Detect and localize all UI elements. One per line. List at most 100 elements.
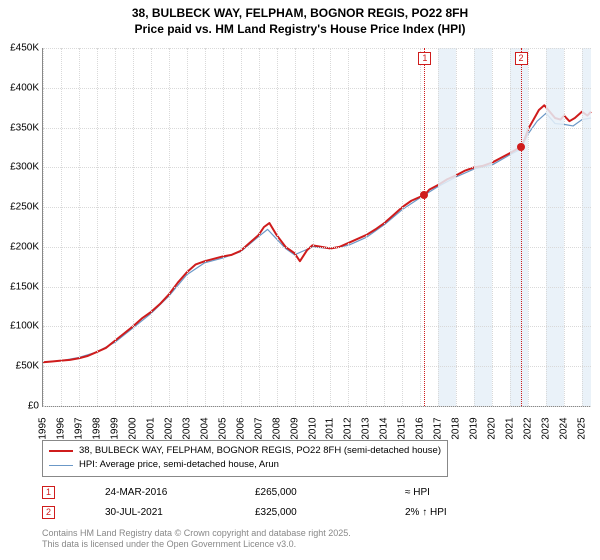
gridline-v: [366, 48, 367, 406]
copyright-line-2: This data is licensed under the Open Gov…: [42, 539, 351, 550]
x-axis-tick-label: 2025: [577, 417, 588, 439]
legend-swatch: [49, 465, 73, 466]
sale-date: 24-MAR-2016: [105, 487, 215, 498]
gridline-v: [79, 48, 80, 406]
y-axis-tick-label: £0: [3, 401, 39, 412]
shaded-band: [438, 48, 456, 406]
x-axis-tick-label: 2020: [487, 417, 498, 439]
y-axis-tick-label: £400K: [3, 82, 39, 93]
x-axis-tick-label: 2016: [415, 417, 426, 439]
gridline-v: [330, 48, 331, 406]
shaded-band: [474, 48, 492, 406]
x-axis-tick-label: 2024: [559, 417, 570, 439]
x-axis-tick-label: 1996: [55, 417, 66, 439]
gridline-h: [43, 326, 591, 327]
y-axis-tick-label: £200K: [3, 241, 39, 252]
x-axis-tick-label: 2006: [235, 417, 246, 439]
gridline-v: [151, 48, 152, 406]
y-axis-tick-label: £100K: [3, 321, 39, 332]
gridline-h: [43, 247, 591, 248]
gridline-v: [277, 48, 278, 406]
sale-marker-box: 2: [515, 52, 528, 65]
gridline-h: [43, 287, 591, 288]
gridline-v: [259, 48, 260, 406]
x-axis-tick-label: 2009: [289, 417, 300, 439]
sale-marker-line: [521, 48, 522, 406]
sale-note: 2% ↑ HPI: [405, 507, 515, 518]
sale-row: 230-JUL-2021£325,0002% ↑ HPI: [42, 502, 515, 522]
x-axis-tick-label: 2014: [379, 417, 390, 439]
gridline-v: [43, 48, 44, 406]
shaded-band: [510, 48, 528, 406]
gridline-v: [205, 48, 206, 406]
gridline-v: [133, 48, 134, 406]
y-axis-tick-label: £350K: [3, 122, 39, 133]
gridline-h: [43, 366, 591, 367]
gridline-v: [348, 48, 349, 406]
sale-row: 1 24-MAR-2016 £265,000 ≈ HPI: [42, 482, 515, 502]
gridline-v: [402, 48, 403, 406]
gridline-v: [223, 48, 224, 406]
gridline-h: [43, 88, 591, 89]
x-axis-tick-label: 2007: [253, 417, 264, 439]
x-axis-tick-label: 2010: [307, 417, 318, 439]
gridline-v: [510, 48, 511, 406]
sale-price: £325,000: [255, 507, 365, 518]
gridline-v: [528, 48, 529, 406]
x-axis-tick-label: 1998: [91, 417, 102, 439]
x-axis-tick-label: 2002: [163, 417, 174, 439]
property-line: [43, 105, 591, 362]
x-axis-tick-label: 2004: [199, 417, 210, 439]
title-line-2: Price paid vs. HM Land Registry's House …: [0, 22, 600, 38]
gridline-v: [564, 48, 565, 406]
gridline-v: [313, 48, 314, 406]
gridline-v: [97, 48, 98, 406]
x-axis-tick-label: 2018: [451, 417, 462, 439]
gridline-h: [43, 128, 591, 129]
legend-label: 38, BULBECK WAY, FELPHAM, BOGNOR REGIS, …: [79, 444, 441, 458]
x-axis-tick-label: 2003: [181, 417, 192, 439]
copyright: Contains HM Land Registry data © Crown c…: [42, 528, 351, 551]
x-axis-tick-label: 2000: [127, 417, 138, 439]
hpi-line: [43, 113, 591, 362]
y-axis-tick-label: £250K: [3, 202, 39, 213]
gridline-v: [474, 48, 475, 406]
sale-marker-box: 1: [418, 52, 431, 65]
x-axis-tick-label: 2023: [541, 417, 552, 439]
gridline-v: [492, 48, 493, 406]
y-axis-tick-label: £150K: [3, 281, 39, 292]
gridline-v: [384, 48, 385, 406]
sale-dot: [420, 191, 428, 199]
x-axis-tick-label: 1995: [38, 417, 49, 439]
copyright-line-1: Contains HM Land Registry data © Crown c…: [42, 528, 351, 539]
gridline-v: [582, 48, 583, 406]
gridline-v: [546, 48, 547, 406]
legend-row: 38, BULBECK WAY, FELPHAM, BOGNOR REGIS, …: [49, 444, 441, 458]
x-axis-tick-label: 2011: [325, 418, 336, 440]
sales-table: 124-MAR-2016£265,000≈ HPI230-JUL-2021£32…: [42, 482, 515, 522]
legend-row: HPI: Average price, semi-detached house,…: [49, 458, 441, 472]
shaded-band: [546, 48, 564, 406]
x-axis-tick-label: 1997: [73, 417, 84, 439]
gridline-v: [456, 48, 457, 406]
y-axis-tick-label: £300K: [3, 162, 39, 173]
gridline-h: [43, 207, 591, 208]
chart-title: 38, BULBECK WAY, FELPHAM, BOGNOR REGIS, …: [0, 0, 600, 37]
x-axis-tick-label: 2005: [217, 417, 228, 439]
sale-row-number-box: 1: [42, 486, 55, 499]
gridline-v: [187, 48, 188, 406]
legend-swatch: [49, 450, 73, 452]
gridline-h: [43, 48, 591, 49]
title-line-1: 38, BULBECK WAY, FELPHAM, BOGNOR REGIS, …: [0, 6, 600, 22]
sale-date: 30-JUL-2021: [105, 507, 215, 518]
x-axis-tick-label: 2021: [505, 417, 516, 439]
shaded-band: [582, 48, 591, 406]
sale-price: £265,000: [255, 487, 365, 498]
gridline-v: [115, 48, 116, 406]
sale-note: ≈ HPI: [405, 487, 515, 498]
legend-label: HPI: Average price, semi-detached house,…: [79, 458, 279, 472]
x-axis-tick-label: 2008: [271, 417, 282, 439]
legend: 38, BULBECK WAY, FELPHAM, BOGNOR REGIS, …: [42, 440, 448, 477]
x-axis-tick-label: 2001: [145, 417, 156, 439]
sale-dot: [517, 143, 525, 151]
